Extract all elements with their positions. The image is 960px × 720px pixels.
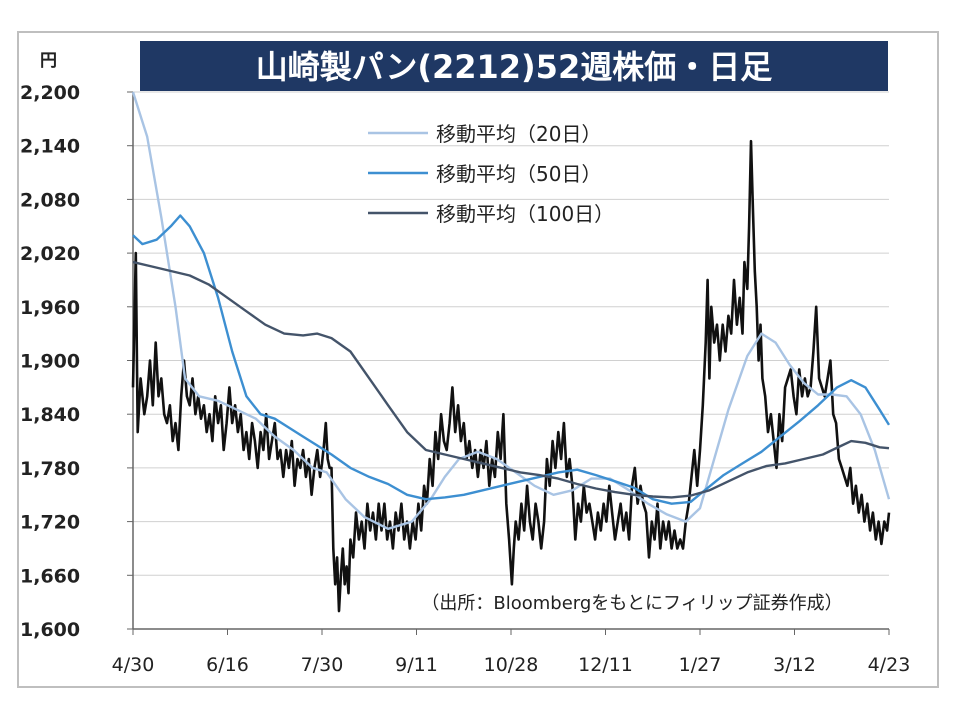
y-tick-label: 1,960 [20,297,80,319]
x-tick-label: 10/28 [484,654,539,676]
y-tick-label: 2,140 [20,136,80,158]
price-line [131,139,891,613]
chart-title: 山崎製パン(2212)52週株価・日足 [256,48,772,86]
y-tick-label: 1,720 [20,512,80,534]
x-tick-label: 1/27 [679,654,722,676]
x-tick-label: 9/11 [395,654,438,676]
x-tick-label: 12/11 [578,654,633,676]
x-tick-label: 4/23 [868,654,911,676]
x-tick-label: 6/16 [206,654,249,676]
y-tick-label: 1,780 [20,458,80,480]
x-tick-label: 4/30 [112,654,155,676]
legend-label: 移動平均（50日） [436,162,601,186]
x-tick-label: 7/30 [301,654,344,676]
y-tick-label: 1,900 [20,351,80,373]
x-tick-label: 3/12 [773,654,816,676]
moving-average-line-2 [132,214,891,505]
y-tick-label: 2,020 [20,243,80,265]
series-lines [131,91,891,613]
title-banner [140,41,888,91]
legend: 移動平均（20日） 移動平均（50日） 移動平均（100日） [368,122,614,226]
moving-average-line-3 [132,260,890,499]
y-tick-label: 1,600 [20,619,80,641]
y-tick-label: 2,080 [20,189,80,211]
source-note: （出所：Bloombergをもとにフィリップ証券作成） [421,593,842,614]
axes: 2,200 2,140 2,080 2,020 1,960 1,900 1,840 1,780… [20,82,910,676]
y-tick-label: 2,200 [20,82,80,104]
y-unit-label: 円 [40,51,57,71]
legend-label: 移動平均（100日） [436,202,614,226]
y-tick-label: 1,840 [20,404,80,426]
legend-label: 移動平均（20日） [436,122,601,146]
y-tick-label: 1,660 [20,565,80,587]
